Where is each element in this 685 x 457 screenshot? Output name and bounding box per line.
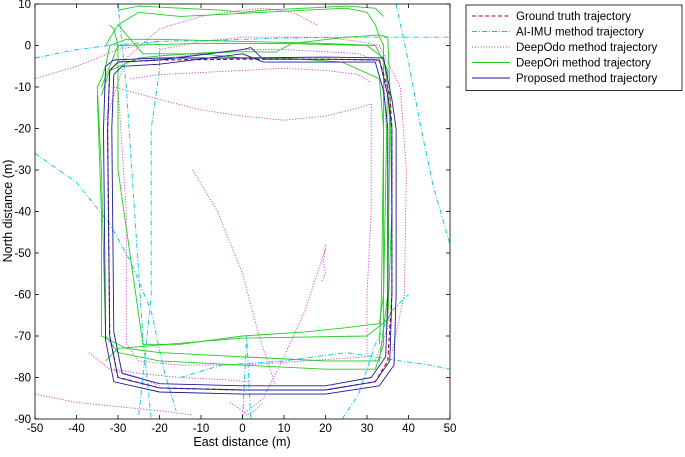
series-line-ground-truth-trajectory-0 [107, 58, 393, 391]
series-line-ai-imu-method-trajectory-6 [180, 352, 450, 378]
legend-label: Proposed method trajectory [516, 73, 658, 85]
series-line-deepodo-method-trajectory-12 [113, 86, 372, 121]
series-line-deepori-method-trajectory-29 [117, 5, 384, 17]
x-tick-label: -10 [193, 423, 210, 435]
ticks-layer: -50 -40 -30 -20 -10 0 10 20 30 40 50 10 0 -10 -20 -30 -4… [14, 0, 456, 435]
y-tick-label: -30 [14, 165, 31, 177]
series-line-ai-imu-method-trajectory-5 [395, 4, 450, 245]
series-line-deepodo-method-trajectory-15 [88, 352, 160, 387]
series-line-deepodo-method-trajectory-9 [105, 7, 318, 121]
y-tick-label: 10 [18, 0, 31, 11]
legend-label: Ground truth trajectory [516, 11, 631, 23]
series-line-ai-imu-method-trajectory-3 [138, 45, 160, 415]
y-axis-label: North distance (m) [1, 160, 15, 263]
series-line-deepodo-method-trajectory-14 [35, 393, 193, 416]
series-line-ai-imu-method-trajectory-2 [35, 153, 177, 411]
series-line-deepodo-method-trajectory-21 [159, 36, 407, 353]
y-tick-label: -80 [14, 373, 31, 385]
series-line-proposed-method-trajectory-31 [111, 53, 389, 387]
series-line-deepori-method-trajectory-25 [100, 34, 393, 362]
series-line-deepodo-method-trajectory-23 [242, 70, 389, 362]
x-axis-label: East distance (m) [193, 435, 290, 449]
x-tick-label: 0 [239, 423, 245, 435]
series-line-deepodo-method-trajectory-18 [192, 169, 277, 386]
y-tick-label: -10 [14, 82, 31, 94]
legend: Ground truth trajectory AI-IMU method tra… [465, 4, 683, 91]
series-line-deepori-method-trajectory-24 [96, 38, 389, 370]
series-line-proposed-method-trajectory-30 [107, 47, 393, 391]
series-line-ai-imu-method-trajectory-4 [117, 4, 152, 419]
series-line-ai-imu-method-trajectory-8 [242, 335, 252, 419]
y-tick-label: 0 [25, 41, 31, 53]
x-tick-label: -40 [68, 423, 85, 435]
y-tick-label: -90 [14, 414, 31, 426]
series-line-deepori-method-trajectory-28 [105, 7, 385, 345]
x-tick-label: 10 [278, 423, 291, 435]
x-tick-label: -50 [27, 423, 44, 435]
series-line-deepodo-method-trajectory-13 [130, 67, 372, 84]
x-tick-label: 40 [402, 423, 415, 435]
y-tick-label: -60 [14, 290, 31, 302]
x-tick-label: -20 [151, 423, 168, 435]
series-line-deepodo-method-trajectory-22 [151, 49, 380, 63]
x-tick-label: -30 [110, 423, 127, 435]
legend-box [465, 4, 683, 91]
series-line-proposed-method-trajectory-32 [103, 56, 397, 395]
legend-label: AI-IMU method trajectory [516, 27, 644, 39]
y-tick-label: -20 [14, 124, 31, 136]
series-layer [35, 4, 450, 419]
series-line-ai-imu-method-trajectory-7 [341, 294, 409, 419]
x-tick-label: 50 [444, 423, 457, 435]
legend-label: DeepOdo method trajectory [516, 42, 658, 54]
series-line-deepodo-method-trajectory-19 [229, 402, 264, 416]
series-line-deepodo-method-trajectory-17 [320, 244, 326, 283]
series-line-deepodo-method-trajectory-11 [117, 86, 372, 366]
series-line-ai-imu-method-trajectory-1 [35, 36, 450, 59]
y-tick-label: -70 [14, 331, 31, 343]
series-line-deepodo-method-trajectory-20 [113, 368, 251, 383]
y-tick-label: -40 [14, 207, 31, 219]
legend-label: DeepOri method trajectory [516, 58, 651, 70]
x-tick-label: 20 [319, 423, 332, 435]
series-line-deepodo-method-trajectory-16 [242, 248, 326, 416]
y-tick-label: -50 [14, 248, 31, 260]
x-tick-label: 30 [361, 423, 374, 435]
